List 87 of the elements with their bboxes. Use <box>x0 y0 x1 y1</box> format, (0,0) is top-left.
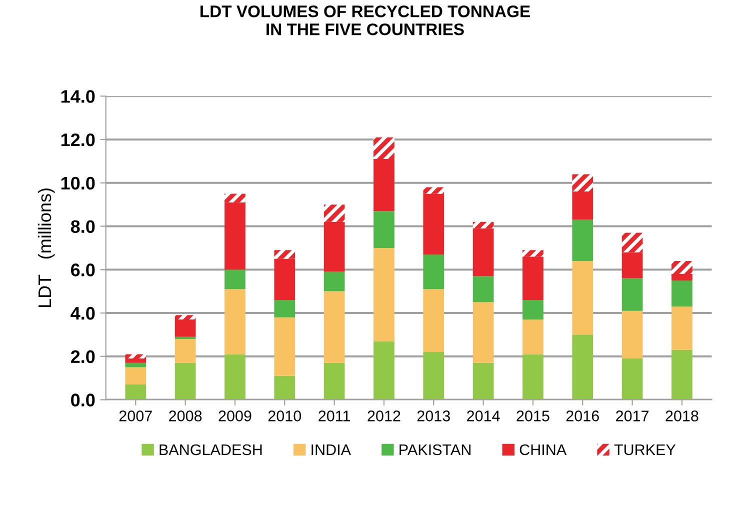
legend-label: TURKEY <box>614 444 676 456</box>
bar <box>672 274 692 280</box>
bar <box>324 291 345 363</box>
x-tick-label: 2007 <box>119 410 152 422</box>
bar <box>324 272 345 292</box>
bar <box>522 320 544 354</box>
x-tick-label: 2009 <box>218 410 252 422</box>
x-tick-label: 2012 <box>368 410 400 422</box>
x-tick-label: 2018 <box>666 410 698 422</box>
y-tick-label: 0.0 <box>71 394 95 406</box>
bar <box>622 358 643 400</box>
x-tick-label: 2013 <box>417 410 450 422</box>
bar <box>324 222 345 272</box>
bar <box>672 260 692 274</box>
legend-label: INDIA <box>312 444 351 456</box>
bar <box>522 354 544 400</box>
bar <box>174 320 196 337</box>
bar <box>125 362 146 368</box>
bar <box>274 258 296 300</box>
bar <box>324 362 345 400</box>
y-tick-label: 2.0 <box>70 350 95 364</box>
bar <box>622 252 643 278</box>
bar <box>125 367 146 385</box>
bar <box>274 300 296 318</box>
bar <box>622 232 643 252</box>
bar <box>672 280 692 306</box>
bar <box>224 194 246 202</box>
bar <box>572 334 594 400</box>
bar <box>522 256 544 300</box>
bar <box>224 289 246 354</box>
bar <box>125 354 146 359</box>
bar <box>423 289 444 352</box>
bar <box>572 220 594 261</box>
bar <box>423 194 444 254</box>
x-tick-label: 2017 <box>616 410 649 422</box>
bar <box>423 254 444 290</box>
bar <box>224 202 246 270</box>
bar <box>423 352 444 400</box>
bar <box>522 250 544 257</box>
legend-label: CHINA <box>520 444 567 456</box>
x-tick-label: 2010 <box>268 410 302 422</box>
bar <box>374 248 394 342</box>
bar <box>274 376 296 400</box>
bar <box>622 278 643 311</box>
chart-title: LDT VOLUMES OF RECYCLED TONNAGE IN THE FIVE COUNTRIES <box>200 6 530 36</box>
y-axis-title: LDT (millions) <box>38 188 55 307</box>
bar <box>274 317 296 376</box>
bar <box>472 302 494 363</box>
bar <box>174 339 196 363</box>
bar <box>423 187 444 194</box>
bar <box>572 260 594 335</box>
bar <box>274 250 296 259</box>
bar <box>174 315 196 320</box>
bar <box>374 211 394 248</box>
y-tick-label: 4.0 <box>70 306 95 320</box>
bar <box>374 341 394 400</box>
bar <box>472 276 494 302</box>
bar <box>224 270 246 290</box>
y-tick-label: 12.0 <box>61 133 95 146</box>
bar <box>125 384 146 400</box>
bar <box>472 222 494 228</box>
bar <box>572 192 594 220</box>
x-tick-label: 2016 <box>566 410 599 422</box>
x-tick-label: 2008 <box>169 410 202 422</box>
bar <box>374 159 394 212</box>
x-tick-label: 2014 <box>467 410 500 422</box>
bar <box>572 174 594 192</box>
bar <box>174 336 196 340</box>
bar <box>324 204 345 222</box>
legend-label: PAKISTAN <box>400 444 470 456</box>
legend-label: BANGLADESH <box>160 444 262 456</box>
y-tick-label: 14.0 <box>61 90 95 103</box>
bar <box>174 362 196 400</box>
bar <box>622 310 643 359</box>
y-tick-label: 8.0 <box>70 220 95 233</box>
bar <box>672 306 692 350</box>
x-tick-label: 2011 <box>318 410 350 422</box>
bar <box>522 300 544 320</box>
bar <box>374 137 394 160</box>
bar <box>224 354 246 400</box>
bar <box>472 228 494 276</box>
bar <box>472 362 494 400</box>
bar <box>125 358 146 363</box>
x-tick-label: 2015 <box>516 410 550 422</box>
y-tick-label: 10.0 <box>61 176 95 190</box>
bar <box>672 350 692 400</box>
y-tick-label: 6.0 <box>70 264 95 276</box>
